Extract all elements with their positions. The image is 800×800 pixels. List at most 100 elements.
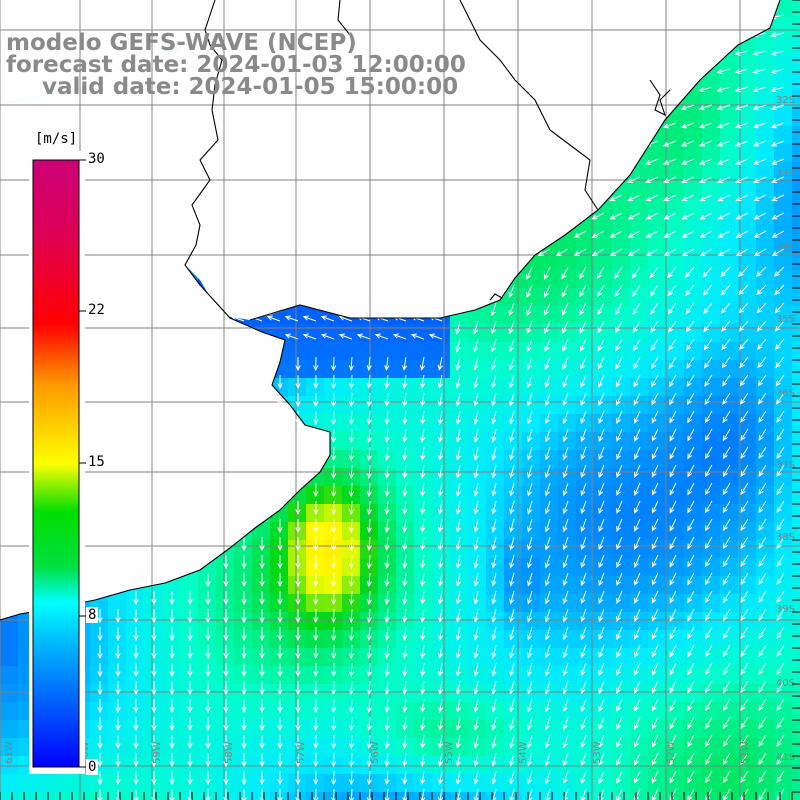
wind-arrow	[402, 428, 408, 444]
wind-arrow	[651, 608, 659, 622]
wind-arrow	[740, 410, 749, 423]
speed-cell	[666, 126, 685, 145]
speed-cell	[198, 792, 217, 800]
wind-arrow	[634, 752, 641, 766]
wind-arrow	[277, 753, 283, 768]
wind-arrow	[562, 356, 569, 371]
wind-arrow	[473, 392, 479, 407]
wind-arrow	[223, 573, 229, 588]
colorbar	[29, 151, 86, 774]
wind-arrow	[562, 374, 569, 389]
wind-arrow	[598, 392, 605, 406]
speed-cell	[576, 270, 595, 289]
wind-arrow	[544, 392, 551, 407]
wind-arrow	[133, 717, 139, 732]
wind-arrow	[580, 500, 587, 515]
wind-arrow	[705, 734, 713, 748]
speed-cell	[360, 324, 379, 343]
wind-arrow	[562, 644, 569, 659]
wind-arrow	[97, 609, 103, 624]
wind-arrow	[187, 591, 193, 606]
wind-arrow	[776, 464, 785, 477]
speed-cell	[0, 630, 19, 649]
wind-arrow	[609, 194, 623, 202]
speed-cell	[774, 162, 793, 181]
wind-arrow	[133, 735, 139, 750]
wind-arrow	[687, 716, 695, 730]
wind-arrow	[384, 734, 390, 750]
wind-arrow	[650, 338, 659, 352]
wind-arrow	[722, 428, 731, 442]
speed-cell	[774, 216, 793, 235]
wind-arrow	[455, 752, 461, 767]
wind-arrow	[509, 572, 515, 587]
wind-arrow	[634, 770, 641, 784]
speed-cell	[558, 252, 577, 271]
wind-arrow	[348, 482, 355, 498]
wind-arrow	[331, 482, 337, 498]
wind-arrow	[437, 734, 444, 749]
wind-arrow	[740, 698, 749, 711]
wind-arrow	[734, 122, 749, 129]
wind-arrow	[473, 716, 479, 731]
wind-arrow	[527, 572, 533, 587]
wind-arrow	[526, 266, 533, 280]
wind-arrow	[681, 176, 695, 183]
speed-cell	[774, 324, 793, 343]
wind-arrow	[526, 338, 533, 353]
speed-cell	[774, 756, 793, 775]
wind-arrow	[634, 536, 641, 550]
speed-cell	[684, 792, 703, 800]
speed-cell	[432, 450, 451, 469]
wind-arrow	[455, 482, 461, 497]
wind-arrow	[776, 770, 785, 783]
wind-arrow	[115, 717, 121, 732]
wind-arrow	[716, 68, 731, 74]
speed-cell	[666, 162, 685, 181]
wind-arrow	[259, 681, 265, 696]
speed-cell	[756, 324, 775, 343]
speed-cell	[702, 180, 721, 199]
wind-arrow	[740, 680, 749, 693]
speed-cell	[486, 378, 505, 397]
wind-arrow	[651, 590, 659, 604]
wind-arrow	[698, 68, 713, 74]
wind-arrow	[348, 356, 354, 372]
speed-cell	[702, 72, 721, 91]
wind-arrow	[169, 663, 175, 678]
speed-cell	[720, 432, 739, 451]
speed-cell	[792, 306, 800, 325]
speed-cell	[72, 792, 91, 800]
wind-arrow	[775, 356, 785, 369]
speed-cell	[468, 594, 487, 613]
wind-arrow	[366, 680, 372, 696]
wind-arrow	[705, 554, 713, 568]
wind-arrow	[717, 230, 731, 238]
wind-arrow	[223, 645, 229, 660]
wind-arrow	[644, 140, 659, 147]
wind-arrow	[562, 716, 569, 731]
speed-cell	[648, 198, 667, 217]
wind-arrow	[615, 320, 623, 334]
wind-arrow	[330, 392, 337, 408]
wind-arrow	[561, 266, 569, 280]
speed-cell	[702, 486, 721, 505]
wind-arrow	[753, 194, 767, 202]
wind-arrow	[776, 698, 785, 711]
speed-cell	[468, 756, 487, 775]
speed-cell	[702, 756, 721, 775]
wind-arrow	[169, 753, 175, 768]
wind-arrow	[758, 518, 767, 531]
coastline-segment	[649, 79, 671, 117]
speed-cell	[756, 342, 775, 361]
speed-cell	[720, 126, 739, 145]
speed-cell	[738, 792, 757, 800]
speed-cell	[504, 612, 523, 631]
lat-label: 37S	[776, 460, 795, 471]
speed-cell	[576, 234, 595, 253]
wind-arrow	[758, 770, 767, 783]
speed-cell	[792, 684, 800, 703]
speed-cell	[306, 324, 325, 343]
wind-arrow	[169, 645, 175, 660]
wind-arrow	[757, 374, 767, 387]
